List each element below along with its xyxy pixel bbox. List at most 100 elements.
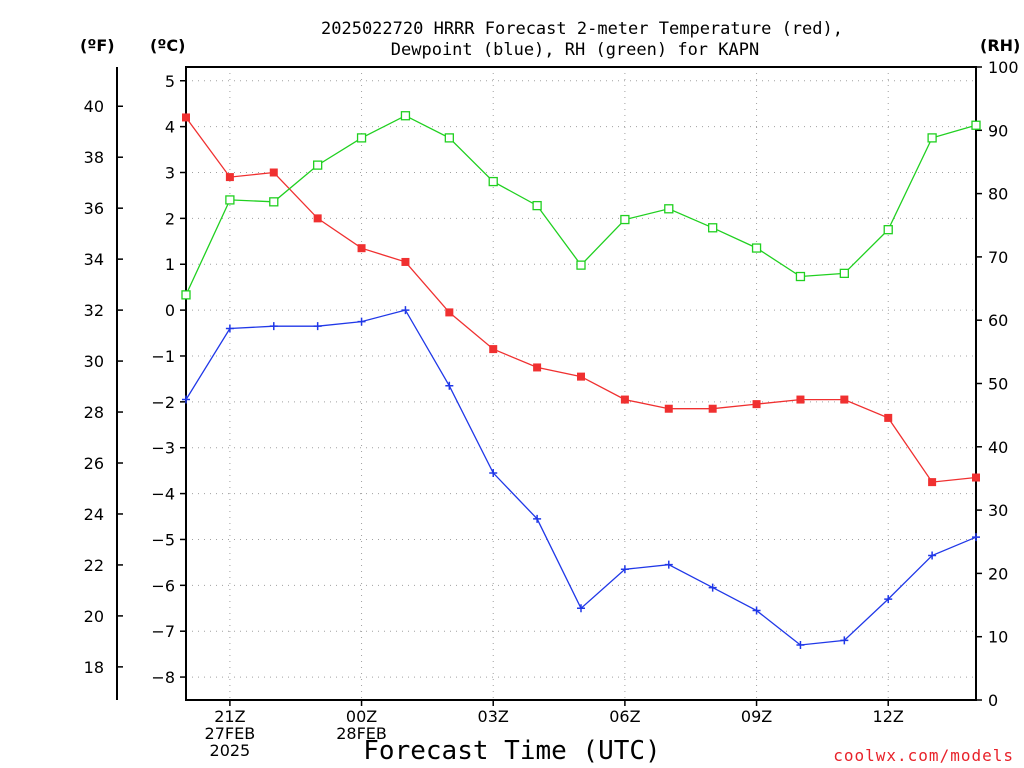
temperature-point [796,395,805,404]
x-tick-label: 2025 [210,741,251,760]
temperature-point [225,173,234,182]
temperature-point [840,395,849,404]
temperature-point [708,404,717,413]
dewpoint-point [357,317,366,326]
chart-title-line-1: 2025022720 HRRR Forecast 2-meter Tempera… [321,19,843,39]
temperature-point [972,473,980,482]
fahrenheit-tick-label: 32 [84,301,104,320]
fahrenheit-unit-label: (ºF) [80,36,115,55]
celsius-tick-label: 3 [165,164,175,183]
celsius-tick-label: −1 [151,347,175,366]
dewpoint-point [752,606,761,615]
celsius-tick-label: −2 [151,393,175,412]
fahrenheit-tick-label: 30 [84,352,104,371]
dewpoint-point [620,565,629,574]
x-tick-label: 27FEB [205,724,256,743]
celsius-tick-label: −4 [151,485,175,504]
temperature-point [752,400,761,409]
temperature-line [185,117,977,483]
temperature-point [401,257,410,266]
dewpoint-point [313,322,322,331]
fahrenheit-tick-label: 40 [84,97,104,116]
rh-point [620,214,630,225]
x-axis-label: Forecast Time (UTC) [363,736,660,766]
dewpoint-point [533,514,542,523]
fahrenheit-tick-label: 22 [84,556,104,575]
rh-point [795,271,806,282]
rh-point [751,243,762,253]
dewpoint-line [185,309,977,646]
fahrenheit-tick-label: 38 [84,148,104,167]
rh-tick-label: 30 [988,501,1008,520]
celsius-tick-label: 5 [165,72,175,91]
temperature-point [664,404,673,413]
dewpoint-point [577,604,585,613]
temperature-point [269,168,278,177]
fahrenheit-tick-label: 34 [84,250,104,269]
celsius-tick-label: −3 [151,439,175,458]
dewpoint-point [269,322,278,331]
credit-text: coolwx.com/models [833,746,1014,765]
rh-tick-label: 70 [988,248,1008,267]
rh-point [839,268,849,279]
celsius-tick-label: 0 [165,301,175,320]
fahrenheit-tick-label: 20 [84,607,104,626]
dewpoint-point [972,533,980,542]
dewpoint-point [445,381,454,390]
temperature-point [928,478,937,487]
dewpoint-point [225,324,234,333]
chart-title-line-2: Dewpoint (blue), RH (green) for KAPN [391,40,759,60]
rh-point [356,133,367,143]
axes [116,66,977,701]
rh-point [181,290,191,300]
rh-point [225,195,235,205]
x-tick-label: 12Z [873,707,904,726]
rh-tick-label: 50 [988,375,1008,394]
celsius-tick-label: −8 [151,668,175,687]
celsius-tick-label: 2 [165,209,175,228]
tick-labels: −8−7−6−5−4−3−2−1012345182022242628303234… [84,58,1019,760]
dewpoint-point [796,640,805,649]
dewpoint-point [708,583,717,592]
fahrenheit-tick-label: 26 [84,454,104,473]
celsius-tick-label: 1 [165,255,175,274]
data-series [181,111,981,649]
rh-tick-label: 90 [988,121,1008,140]
rh-point [269,197,279,207]
rh-point [488,176,498,187]
rh-point [883,225,893,235]
rh-point [927,133,937,143]
rh-tick-label: 60 [988,311,1008,330]
rh-point [708,223,718,233]
dewpoint-point [182,395,190,404]
fahrenheit-tick-label: 18 [84,658,104,677]
rh-point [576,260,586,270]
rh-point [971,120,981,130]
celsius-unit-label: (ºC) [150,36,185,55]
rh-tick-label: 10 [988,628,1008,647]
dewpoint-point [401,306,410,315]
temperature-point [533,363,542,372]
rh-point [444,133,454,143]
x-tick-label: 09Z [741,707,772,726]
rh-tick-label: 0 [988,691,998,710]
temperature-point [182,113,190,122]
x-tick-label: 00Z [346,707,377,726]
fahrenheit-tick-label: 28 [84,403,104,422]
rh-tick-label: 40 [988,438,1008,457]
x-tick-label: 28FEB [336,724,387,743]
fahrenheit-tick-label: 36 [84,199,104,218]
dewpoint-point [664,560,673,569]
dewpoint-point [489,468,498,477]
fahrenheit-tick-label: 24 [84,505,104,524]
rh-point [313,160,323,170]
celsius-tick-label: −5 [151,530,175,549]
temperature-point [620,395,629,404]
temperature-point [489,345,498,354]
rh-point [664,204,674,214]
rh-point [400,111,411,121]
dewpoint-point [928,551,937,560]
temperature-point [313,214,322,223]
x-tick-label: 06Z [609,707,640,726]
